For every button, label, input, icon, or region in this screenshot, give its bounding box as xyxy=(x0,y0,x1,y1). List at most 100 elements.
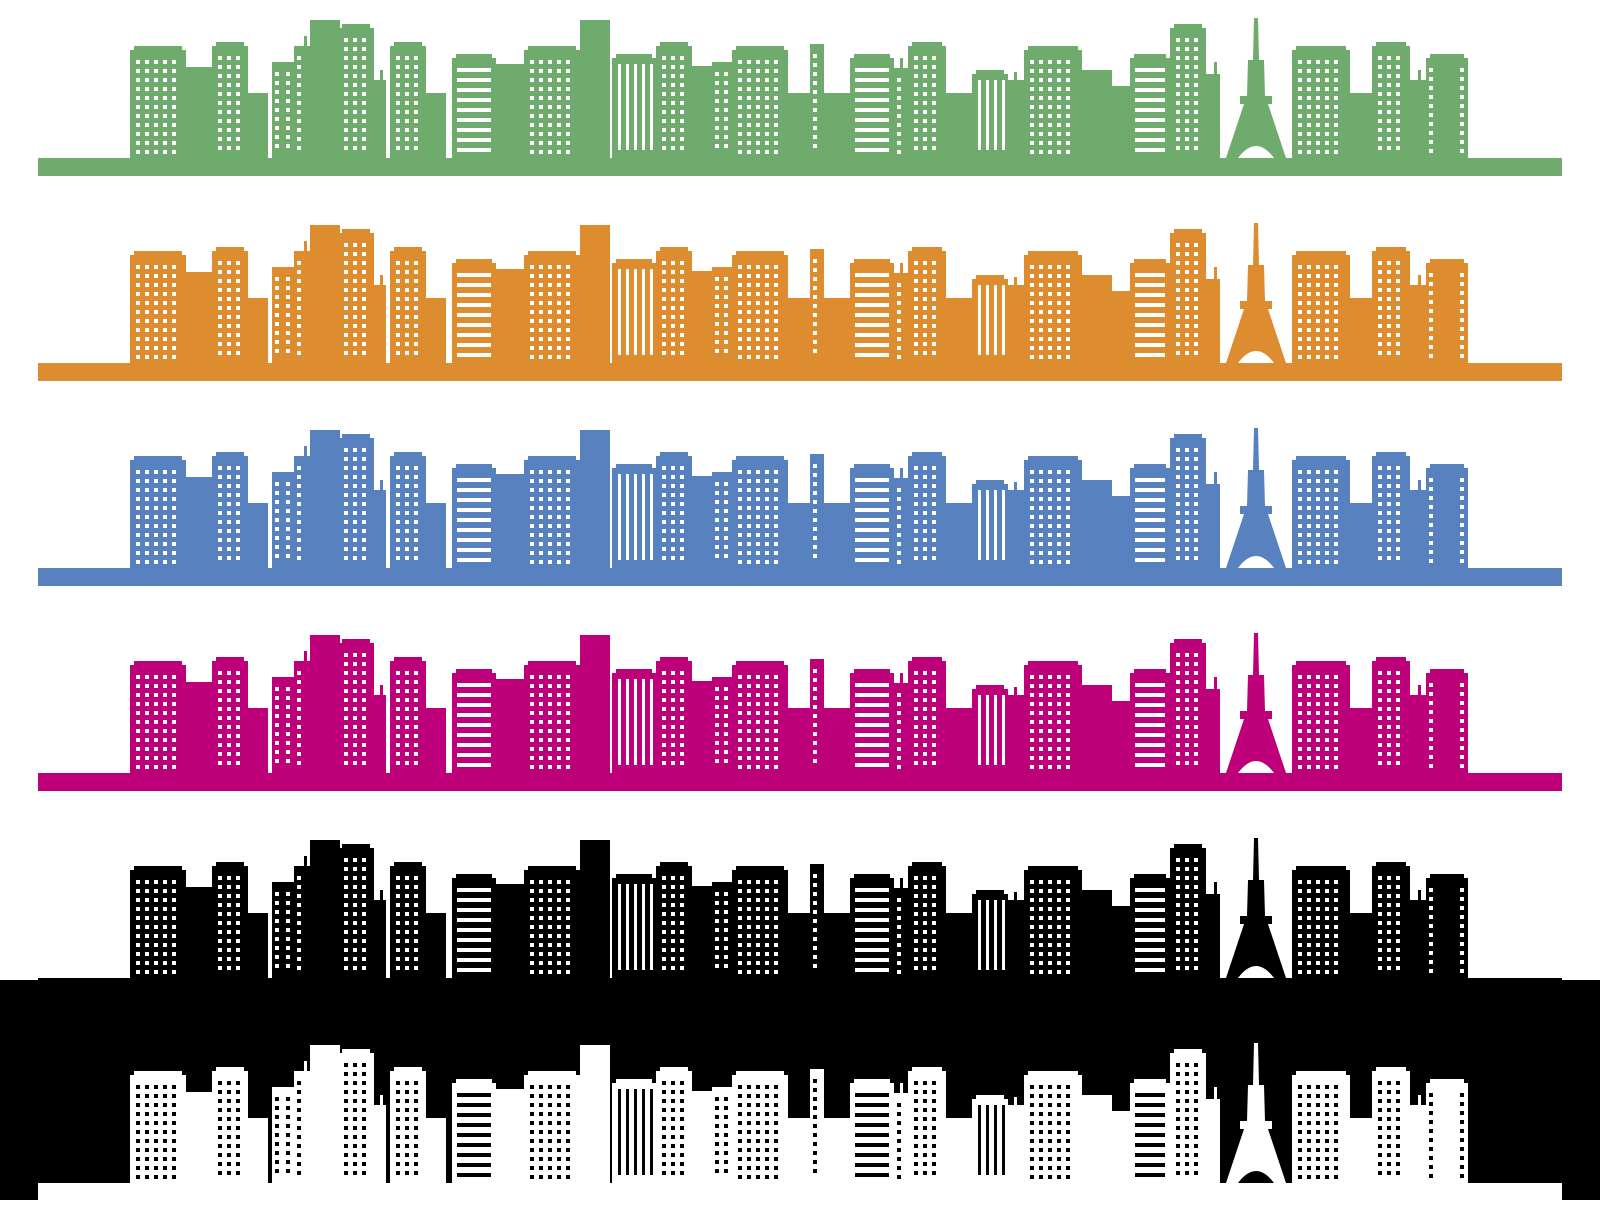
building xyxy=(524,661,580,775)
building xyxy=(186,1092,212,1185)
building xyxy=(390,862,426,980)
building xyxy=(732,46,788,160)
building xyxy=(310,1045,340,1185)
tower-icon xyxy=(1226,18,1286,158)
building xyxy=(712,62,732,160)
ground-strip xyxy=(38,773,1562,791)
building xyxy=(1170,434,1206,570)
building xyxy=(1426,669,1468,775)
building xyxy=(1426,874,1468,980)
building xyxy=(908,1067,946,1185)
building xyxy=(1130,464,1170,570)
building xyxy=(908,657,946,775)
ground-strip xyxy=(38,1183,1562,1201)
building xyxy=(1082,480,1112,570)
building xyxy=(426,93,446,160)
building xyxy=(712,1087,732,1185)
building xyxy=(732,661,788,775)
building xyxy=(426,708,446,775)
building xyxy=(1112,906,1132,980)
building xyxy=(186,682,212,775)
building xyxy=(612,669,656,775)
building xyxy=(946,503,972,570)
building xyxy=(810,659,824,775)
building xyxy=(1082,70,1112,160)
building xyxy=(524,1071,580,1185)
ground-strip xyxy=(38,978,1562,996)
building xyxy=(1372,247,1410,365)
building xyxy=(712,677,732,775)
building xyxy=(810,454,824,570)
building xyxy=(248,93,268,160)
building xyxy=(248,503,268,570)
building xyxy=(1372,862,1410,980)
building xyxy=(692,271,712,365)
building xyxy=(1410,900,1426,980)
tower-icon xyxy=(1226,838,1286,978)
building xyxy=(524,456,580,570)
building xyxy=(374,490,386,570)
building xyxy=(1426,54,1468,160)
building xyxy=(1350,1118,1372,1185)
building xyxy=(732,1071,788,1185)
building xyxy=(788,298,810,365)
building xyxy=(1426,464,1468,570)
building xyxy=(496,474,524,570)
building xyxy=(452,259,496,365)
building xyxy=(1410,1105,1426,1185)
building xyxy=(390,1067,426,1185)
building xyxy=(1410,285,1426,365)
skyline-green-buildings xyxy=(130,20,1468,160)
building xyxy=(452,464,496,570)
building xyxy=(692,476,712,570)
building xyxy=(1372,657,1410,775)
building xyxy=(692,681,712,775)
building xyxy=(1350,298,1372,365)
tower-icon xyxy=(1226,223,1286,363)
building xyxy=(908,862,946,980)
building xyxy=(1112,701,1132,775)
building xyxy=(248,708,268,775)
building xyxy=(1008,900,1024,980)
building xyxy=(1008,695,1024,775)
building xyxy=(692,886,712,980)
building xyxy=(426,913,446,980)
building xyxy=(1292,456,1350,570)
building xyxy=(946,298,972,365)
building xyxy=(850,874,894,980)
building xyxy=(1130,1079,1170,1185)
building xyxy=(310,635,340,775)
building xyxy=(1292,866,1350,980)
building xyxy=(972,1095,1008,1185)
skyline-orange-buildings xyxy=(130,225,1468,365)
building xyxy=(496,884,524,980)
building xyxy=(1082,1095,1112,1185)
ground-strip xyxy=(38,158,1562,176)
building xyxy=(452,1079,496,1185)
building xyxy=(580,225,610,365)
building xyxy=(580,430,610,570)
building xyxy=(612,874,656,980)
building xyxy=(374,900,386,980)
building xyxy=(1024,1071,1082,1185)
building xyxy=(580,20,610,160)
building xyxy=(580,635,610,775)
building xyxy=(310,20,340,160)
building xyxy=(496,64,524,160)
tower-icon xyxy=(1226,633,1286,773)
building xyxy=(248,298,268,365)
building xyxy=(452,669,496,775)
building xyxy=(496,269,524,365)
building xyxy=(1008,80,1024,160)
building xyxy=(946,1118,972,1185)
building xyxy=(810,864,824,980)
building xyxy=(824,708,850,775)
building xyxy=(130,1071,186,1185)
building xyxy=(908,42,946,160)
building xyxy=(732,456,788,570)
building xyxy=(1350,708,1372,775)
building xyxy=(788,1118,810,1185)
building xyxy=(824,913,850,980)
building xyxy=(810,249,824,365)
building xyxy=(850,464,894,570)
